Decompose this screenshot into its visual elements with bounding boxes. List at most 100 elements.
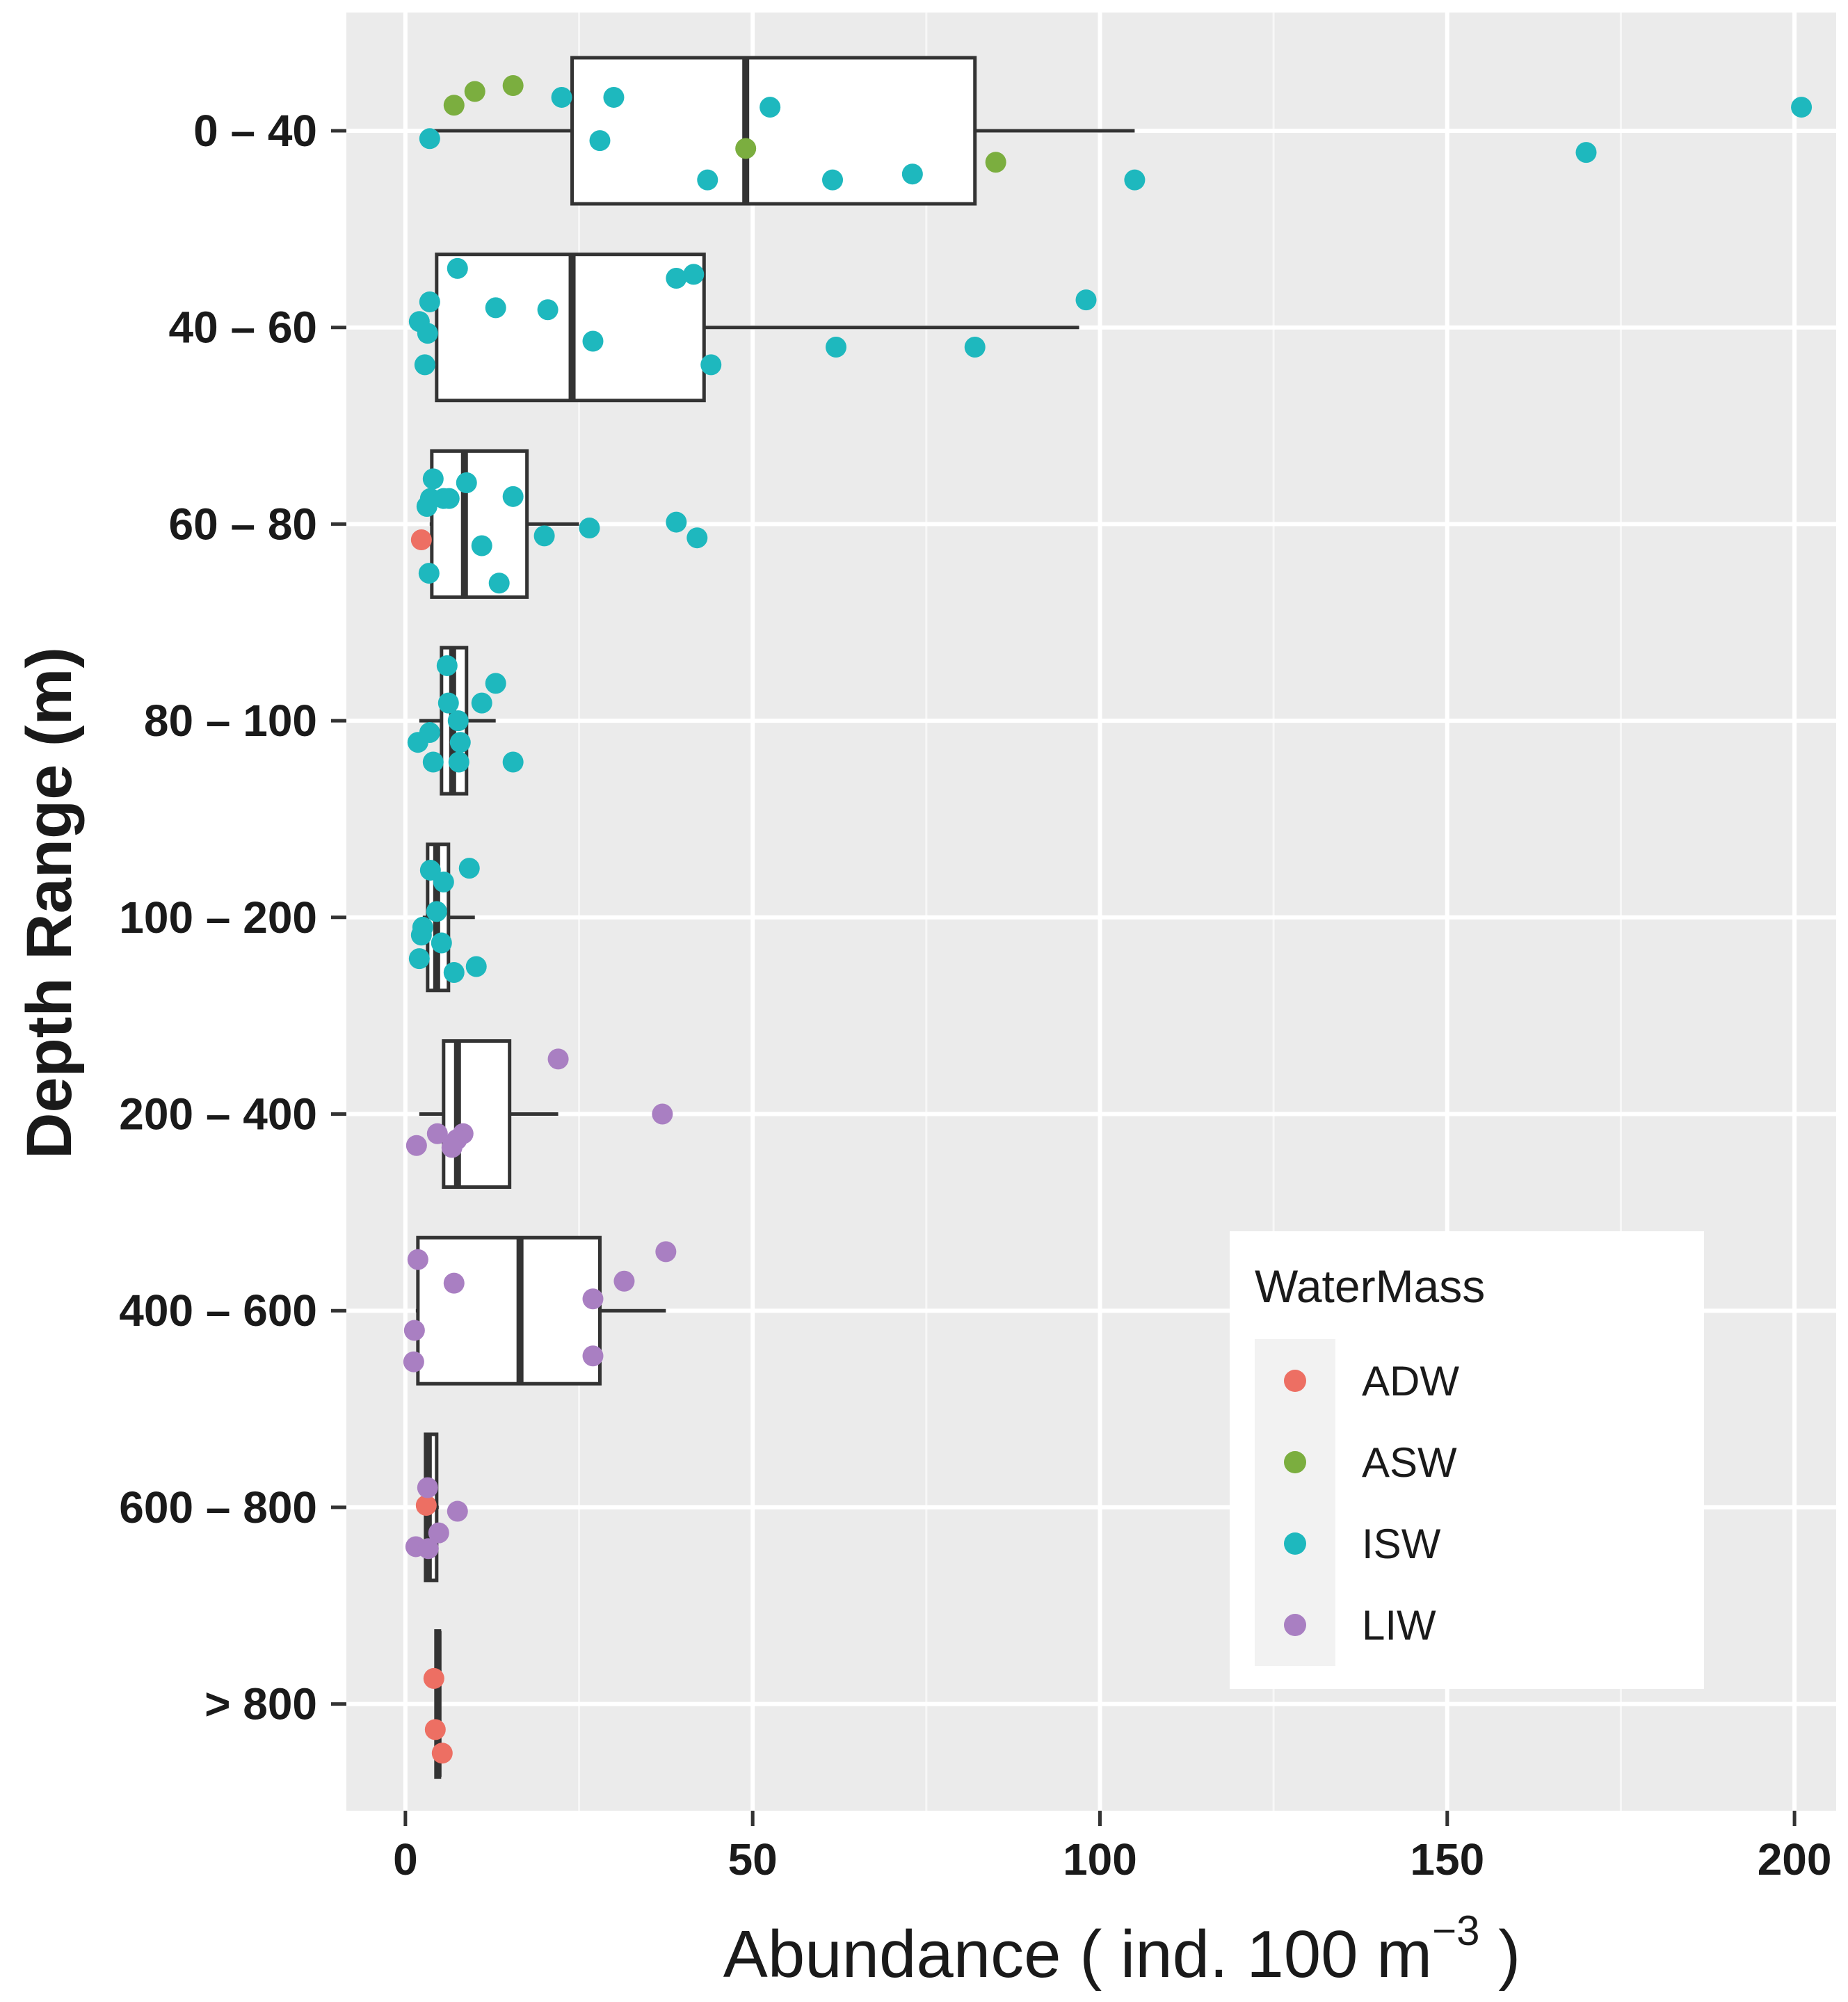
data-point-liw: [403, 1351, 424, 1372]
data-point-isw: [485, 297, 506, 319]
boxplot-group: [429, 449, 579, 599]
data-point-isw: [589, 130, 611, 152]
data-point-asw: [443, 95, 465, 116]
data-point-isw: [700, 354, 722, 376]
data-point-isw: [419, 291, 440, 312]
data-point-asw: [464, 81, 485, 102]
y-axis: 0 – 40 40 – 60 60 – 80 80 – 100 100 – 200 200…: [119, 106, 346, 1729]
data-point-isw: [901, 163, 923, 185]
y-tick-label: 400 – 600: [119, 1286, 317, 1336]
data-point-isw: [419, 128, 440, 150]
data-point-adw: [410, 529, 432, 551]
data-point-isw: [458, 858, 480, 879]
y-tick-label: 600 – 800: [119, 1482, 317, 1532]
legend-label-liw: LIW: [1362, 1602, 1436, 1649]
data-point-liw: [403, 1320, 425, 1341]
data-point-isw: [447, 257, 468, 279]
x-axis: 0 50 100 150 200: [393, 1811, 1831, 1884]
data-point-liw: [613, 1270, 635, 1292]
data-point-isw: [760, 97, 781, 118]
legend-title: WaterMass: [1255, 1260, 1485, 1312]
data-point-adw: [423, 1667, 444, 1689]
data-point-isw: [433, 871, 454, 892]
data-point-liw: [441, 1137, 463, 1158]
data-point-liw: [652, 1103, 673, 1125]
x-axis-title: Abundance ( ind. 100 m−3 ): [723, 1907, 1520, 1992]
data-point-isw: [417, 323, 438, 344]
data-point-isw: [1575, 142, 1597, 163]
data-point-adw: [424, 1719, 446, 1740]
data-point-isw: [502, 486, 524, 507]
data-point-isw: [666, 511, 687, 533]
data-point-isw: [437, 692, 459, 714]
y-tick-label: 40 – 60: [168, 303, 317, 353]
legend-key-background: [1255, 1339, 1335, 1666]
data-point-isw: [537, 299, 559, 321]
data-point-adw: [431, 1743, 453, 1764]
data-point-liw: [426, 1123, 448, 1144]
data-point-isw: [422, 468, 444, 490]
data-point-isw: [666, 268, 687, 289]
data-point-liw: [655, 1241, 677, 1263]
legend-label-isw: ISW: [1362, 1521, 1441, 1567]
data-point-asw: [985, 152, 1006, 173]
legend-key-asw: [1284, 1451, 1306, 1473]
x-tick-label: 50: [728, 1834, 778, 1884]
x-axis-title-main: Abundance ( ind. 100 m: [723, 1917, 1432, 1992]
data-point-liw: [582, 1345, 604, 1367]
y-axis-title: Depth Range (m): [14, 647, 85, 1159]
y-tick-label: 0 – 40: [193, 106, 317, 156]
y-tick-label: 80 – 100: [144, 696, 317, 746]
legend-label-adw: ADW: [1362, 1358, 1459, 1404]
data-point-isw: [697, 169, 718, 191]
boxplot-group: [419, 1039, 559, 1189]
data-point-liw: [417, 1477, 438, 1498]
data-point-isw: [456, 472, 477, 494]
data-point-liw: [407, 1249, 428, 1270]
boxplot-group: [433, 253, 1079, 403]
legend-key-liw: [1284, 1614, 1306, 1636]
data-point-isw: [551, 86, 572, 108]
box-iqr: [430, 449, 529, 599]
data-point-isw: [443, 961, 465, 983]
legend: WaterMass ADW ASW ISW LIW: [1230, 1231, 1704, 1689]
x-axis-title-close: ): [1480, 1917, 1521, 1992]
data-point-liw: [417, 1538, 439, 1560]
data-point-isw: [533, 525, 555, 547]
legend-key-isw: [1284, 1532, 1306, 1555]
data-point-isw: [410, 924, 432, 946]
data-point-isw: [414, 354, 435, 376]
data-point-isw: [426, 901, 447, 922]
box-iqr: [416, 1235, 602, 1386]
data-point-liw: [447, 1500, 468, 1522]
legend-key-adw: [1284, 1370, 1306, 1392]
data-point-isw: [471, 692, 492, 714]
x-tick-label: 100: [1063, 1834, 1137, 1884]
data-point-isw: [416, 495, 437, 517]
data-point-isw: [826, 336, 847, 358]
y-tick-label: 60 – 80: [168, 499, 317, 549]
data-point-liw: [443, 1272, 465, 1294]
legend-label-asw: ASW: [1362, 1439, 1457, 1486]
data-point-isw: [582, 330, 604, 352]
data-point-asw: [735, 138, 757, 159]
data-point-isw: [964, 336, 986, 358]
jitter-points: [403, 74, 1813, 1764]
data-point-liw: [547, 1048, 569, 1070]
data-point-liw: [428, 1522, 449, 1544]
data-point-isw: [485, 673, 506, 694]
data-point-isw: [449, 732, 471, 753]
legend-entries: ADW ASW ISW LIW: [1284, 1358, 1459, 1649]
data-point-liw: [582, 1288, 604, 1310]
data-point-isw: [686, 527, 708, 549]
data-point-isw: [603, 86, 625, 108]
data-point-isw: [438, 488, 460, 509]
data-point-isw: [465, 956, 487, 977]
y-tick-label: > 800: [204, 1679, 317, 1729]
data-point-isw: [447, 710, 469, 732]
data-point-isw: [418, 563, 440, 584]
data-point-isw: [1075, 289, 1097, 311]
data-point-isw: [422, 751, 444, 773]
